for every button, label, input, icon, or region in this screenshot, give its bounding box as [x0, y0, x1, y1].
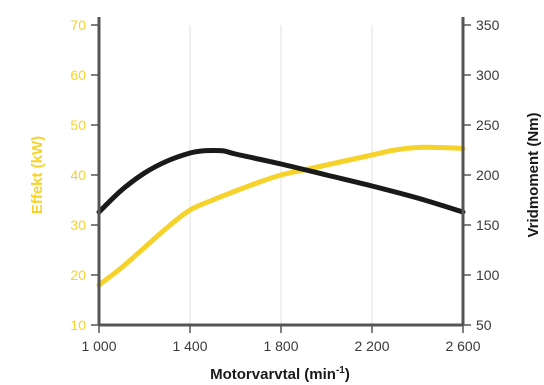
y-left-tick-label-50: 50: [70, 117, 86, 133]
x-tick-label-1400: 1 400: [172, 338, 207, 354]
y-right-tick-label-50: 50: [476, 317, 492, 333]
x-tick-label-1000: 1 000: [81, 338, 116, 354]
y-right-tick-label-150: 150: [476, 217, 500, 233]
series-line-power: [96, 144, 466, 288]
x-tick-label-1800: 1 800: [263, 338, 298, 354]
series-line-torque: [96, 147, 466, 215]
y-left-tick-label-70: 70: [70, 17, 86, 33]
y-left-tick-label-40: 40: [70, 167, 86, 183]
x-axis-title-close: ): [345, 366, 350, 383]
y-right-tick-label-200: 200: [476, 167, 500, 183]
y-left-tick-label-60: 60: [70, 67, 86, 83]
y-axis-right-title: Vridmoment (Nm): [525, 112, 542, 237]
x-axis-title-superscript: -1: [336, 365, 345, 376]
x-tick-label-2200: 2 200: [354, 338, 389, 354]
y-right-tick-label-250: 250: [476, 117, 500, 133]
y-right-tick-label-350: 350: [476, 17, 500, 33]
tick-labels: 10 20 30 40 50 60 70 50 100 150 200 250 300 350 1 000 1…: [70, 17, 499, 354]
series-lines: [96, 144, 466, 288]
y-left-tick-label-30: 30: [70, 217, 86, 233]
x-axis-title: Motorvarvtal (min-1): [210, 365, 350, 383]
y-right-tick-label-300: 300: [476, 67, 500, 83]
y-axis-left-title: Effekt (kW): [29, 136, 46, 214]
axes: [91, 17, 471, 333]
y-right-tick-label-100: 100: [476, 267, 500, 283]
x-tick-label-2600: 2 600: [445, 338, 480, 354]
y-left-tick-label-10: 10: [70, 317, 86, 333]
x-axis-title-main: Motorvarvtal (min: [210, 366, 336, 383]
y-left-tick-label-20: 20: [70, 267, 86, 283]
